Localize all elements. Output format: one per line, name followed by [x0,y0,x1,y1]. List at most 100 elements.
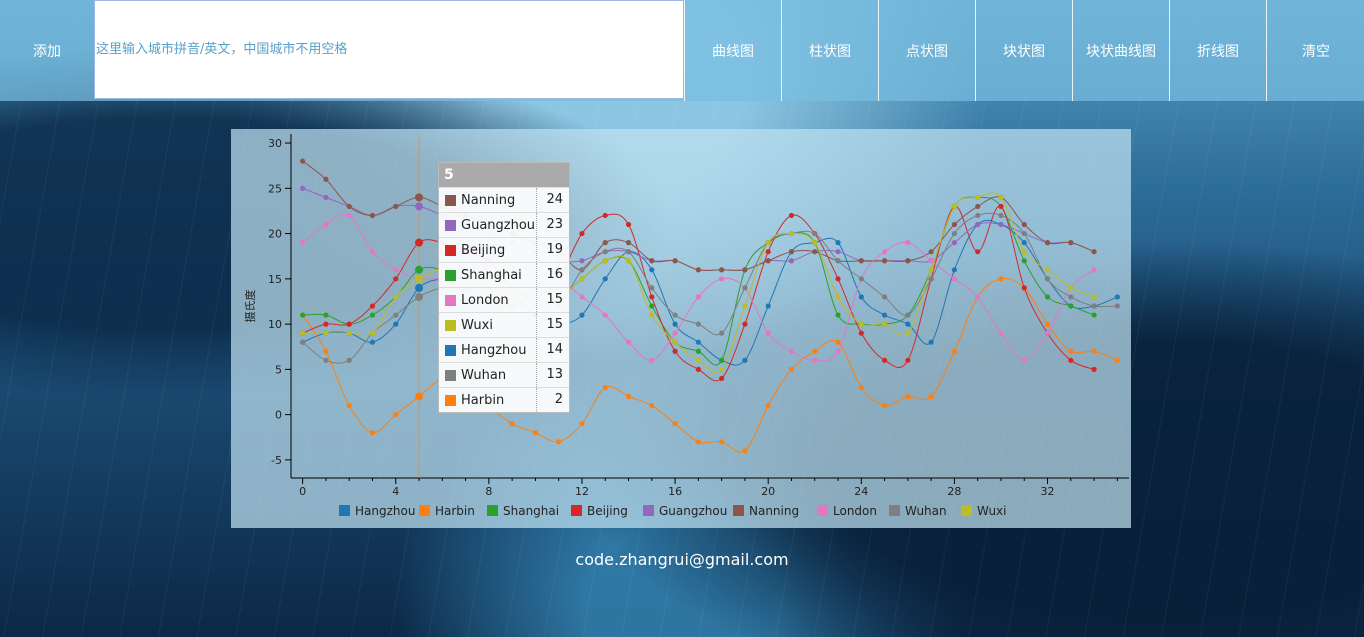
data-point-wuxi [300,330,306,336]
data-point-wuhan [881,294,888,300]
data-point-wuxi [928,267,934,273]
data-point-hangzhou [602,276,608,282]
data-point-wuhan [812,230,818,237]
bar-chart-button[interactable]: 柱状图 [781,0,878,101]
data-point-hangzhou [742,357,748,363]
area-chart-button[interactable]: 块状图 [975,0,1072,101]
data-point-harbin [1091,348,1097,354]
data-point-beijing [858,330,864,336]
data-point-wuxi [415,274,424,283]
series-line-wuhan [302,212,1118,364]
data-point-wuxi [323,330,329,336]
data-point-hangzhou [415,283,424,292]
tooltip-series-value: 16 [536,263,569,287]
legend-label-beijing: Beijing [587,504,628,518]
data-point-harbin [788,366,795,372]
data-point-wuhan [742,285,748,291]
line-chart-button[interactable]: 折线图 [1169,0,1266,101]
data-point-wuxi [719,366,725,372]
data-point-hangzhou [695,339,701,345]
x-tick-label: 16 [668,485,682,498]
data-point-beijing [323,321,329,327]
data-point-london [346,212,352,219]
data-point-nanning [905,258,911,264]
top-toolbar: 添加 曲线图 柱状图 点状图 块状图 块状曲线图 折线图 清空 [0,0,1364,101]
chart-tooltip: 5 Nanning 24 Guangzhou 23 Beijing 19 Shanghai 1… [438,162,570,413]
data-point-nanning [858,258,864,264]
tooltip-row: Wuxi 15 [439,312,569,337]
tooltip-row: Nanning 24 [439,187,569,212]
tooltip-series-value: 13 [536,363,569,387]
data-point-wuhan [1068,294,1074,300]
data-point-wuxi [835,294,841,300]
tooltip-swatch [445,269,456,281]
y-tick-label: 20 [268,228,282,241]
data-point-harbin [509,421,515,427]
series-line-guangzhou [302,187,1095,271]
data-point-wuxi [951,203,958,210]
dot-chart-button[interactable]: 点状图 [878,0,975,101]
add-button[interactable]: 添加 [33,43,61,60]
data-point-nanning [1021,221,1027,228]
city-input[interactable] [94,0,684,99]
data-point-guangzhou [579,258,585,264]
data-point-london [812,357,818,363]
curve-chart-button[interactable]: 曲线图 [684,0,781,101]
data-point-wuxi [1068,285,1074,291]
data-point-wuhan [975,212,981,219]
data-point-wuxi [579,276,585,282]
tooltip-row: Wuhan 13 [439,362,569,387]
legend-swatch-nanning [733,505,744,516]
data-point-london [323,221,329,228]
data-point-wuhan [346,357,352,363]
tooltip-row: Hangzhou 14 [439,337,569,362]
data-point-london [1091,267,1097,273]
data-point-wuxi [1091,294,1097,300]
data-point-harbin [812,348,818,354]
data-point-nanning [695,267,701,273]
data-point-london [602,312,608,318]
data-point-nanning [1068,240,1074,246]
series-line-beijing [302,205,1095,382]
legend-swatch-hangzhou [339,505,350,516]
area-curve-chart-button[interactable]: 块状曲线图 [1072,0,1169,101]
data-point-shanghai [1021,258,1027,264]
data-point-beijing [1091,366,1097,372]
data-point-shanghai [300,312,306,318]
data-point-london [300,240,306,246]
data-point-wuxi [1044,267,1051,273]
tooltip-swatch [445,194,456,206]
data-point-shanghai [323,312,329,318]
data-point-nanning [928,249,934,255]
data-point-shanghai [369,312,376,318]
data-point-guangzhou [951,240,958,246]
tooltip-series-value: 2 [536,388,569,412]
data-point-london [788,348,795,354]
data-point-london [393,267,399,273]
data-point-harbin [649,402,655,409]
data-point-wuhan [300,339,306,345]
tooltip-swatch [445,394,456,406]
data-point-beijing [881,357,888,363]
data-point-shanghai [1091,312,1097,318]
x-tick-label: 32 [1041,485,1055,498]
series-line-wuxi [302,192,1095,373]
data-point-beijing [975,249,981,255]
data-point-beijing [625,221,632,228]
y-axis-label: 摄氏度 [243,290,257,323]
data-point-harbin [556,439,562,445]
data-point-hangzhou [881,312,888,318]
data-point-harbin [928,393,934,400]
x-tick-label: 0 [299,485,306,498]
data-point-wuhan [695,321,701,327]
clear-button[interactable]: 清空 [1266,0,1364,101]
data-point-harbin [346,402,352,409]
data-point-shanghai [835,312,841,318]
data-point-guangzhou [835,249,841,255]
data-point-shanghai [1068,303,1074,309]
data-point-wuhan [323,357,329,363]
data-point-wuxi [858,321,864,327]
tooltip-series-name: Nanning [461,192,516,208]
data-point-london [905,240,911,246]
legend-label-nanning: Nanning [749,504,799,518]
